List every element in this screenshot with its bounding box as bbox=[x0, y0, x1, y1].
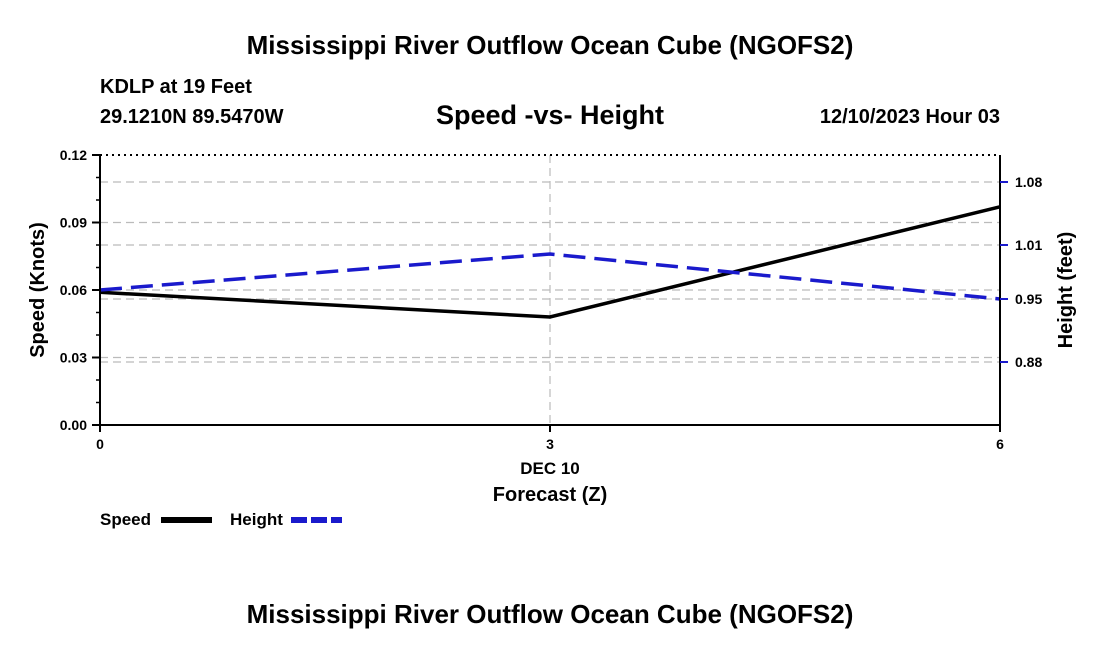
x-date-label: DEC 10 bbox=[520, 459, 580, 478]
series-line-height bbox=[99, 252, 1001, 301]
grid-layer bbox=[100, 155, 1000, 425]
footer-title: Mississippi River Outflow Ocean Cube (NG… bbox=[246, 599, 854, 629]
axes-layer bbox=[92, 154, 1008, 432]
y-right-axis-title: Height (feet) bbox=[1055, 232, 1077, 349]
left-tick-label: 0.06 bbox=[60, 282, 87, 298]
right-tick-label: 0.88 bbox=[1015, 354, 1042, 370]
left-tick-label: 0.09 bbox=[60, 215, 87, 231]
left-tick-label: 0.03 bbox=[60, 350, 87, 366]
x-axis-title: Forecast (Z) bbox=[493, 484, 607, 506]
x-tick-label: 6 bbox=[996, 436, 1004, 452]
series-line-speed bbox=[99, 205, 1001, 319]
x-tick-label: 0 bbox=[96, 436, 104, 452]
station-coordinates: 29.1210N 89.5470W bbox=[100, 106, 284, 128]
left-tick-label: 0.12 bbox=[60, 147, 87, 163]
station-label: KDLP at 19 Feet bbox=[100, 76, 252, 98]
chart-subtitle: Speed -vs- Height bbox=[435, 100, 665, 130]
y-left-axis-title: Speed (Knots) bbox=[27, 222, 49, 358]
right-tick-label: 1.01 bbox=[1015, 237, 1042, 253]
forecast-datetime: 12/10/2023 Hour 03 bbox=[819, 106, 1000, 128]
x-tick-label: 3 bbox=[546, 436, 554, 452]
legend-label-height: Height bbox=[230, 510, 283, 529]
right-tick-label: 1.08 bbox=[1015, 174, 1042, 190]
legend: Speed Height bbox=[100, 510, 342, 529]
labels-layer: 0.00 0.03 0.06 0.09 0.12 0.88 0.95 1.01 1.08 0 3 6 D… bbox=[27, 147, 1077, 506]
right-tick-label: 0.95 bbox=[1015, 291, 1042, 307]
legend-label-speed: Speed bbox=[100, 510, 151, 529]
chart-title: Mississippi River Outflow Ocean Cube (NG… bbox=[246, 30, 854, 60]
left-tick-label: 0.00 bbox=[60, 417, 87, 433]
series-layer bbox=[99, 205, 1001, 319]
